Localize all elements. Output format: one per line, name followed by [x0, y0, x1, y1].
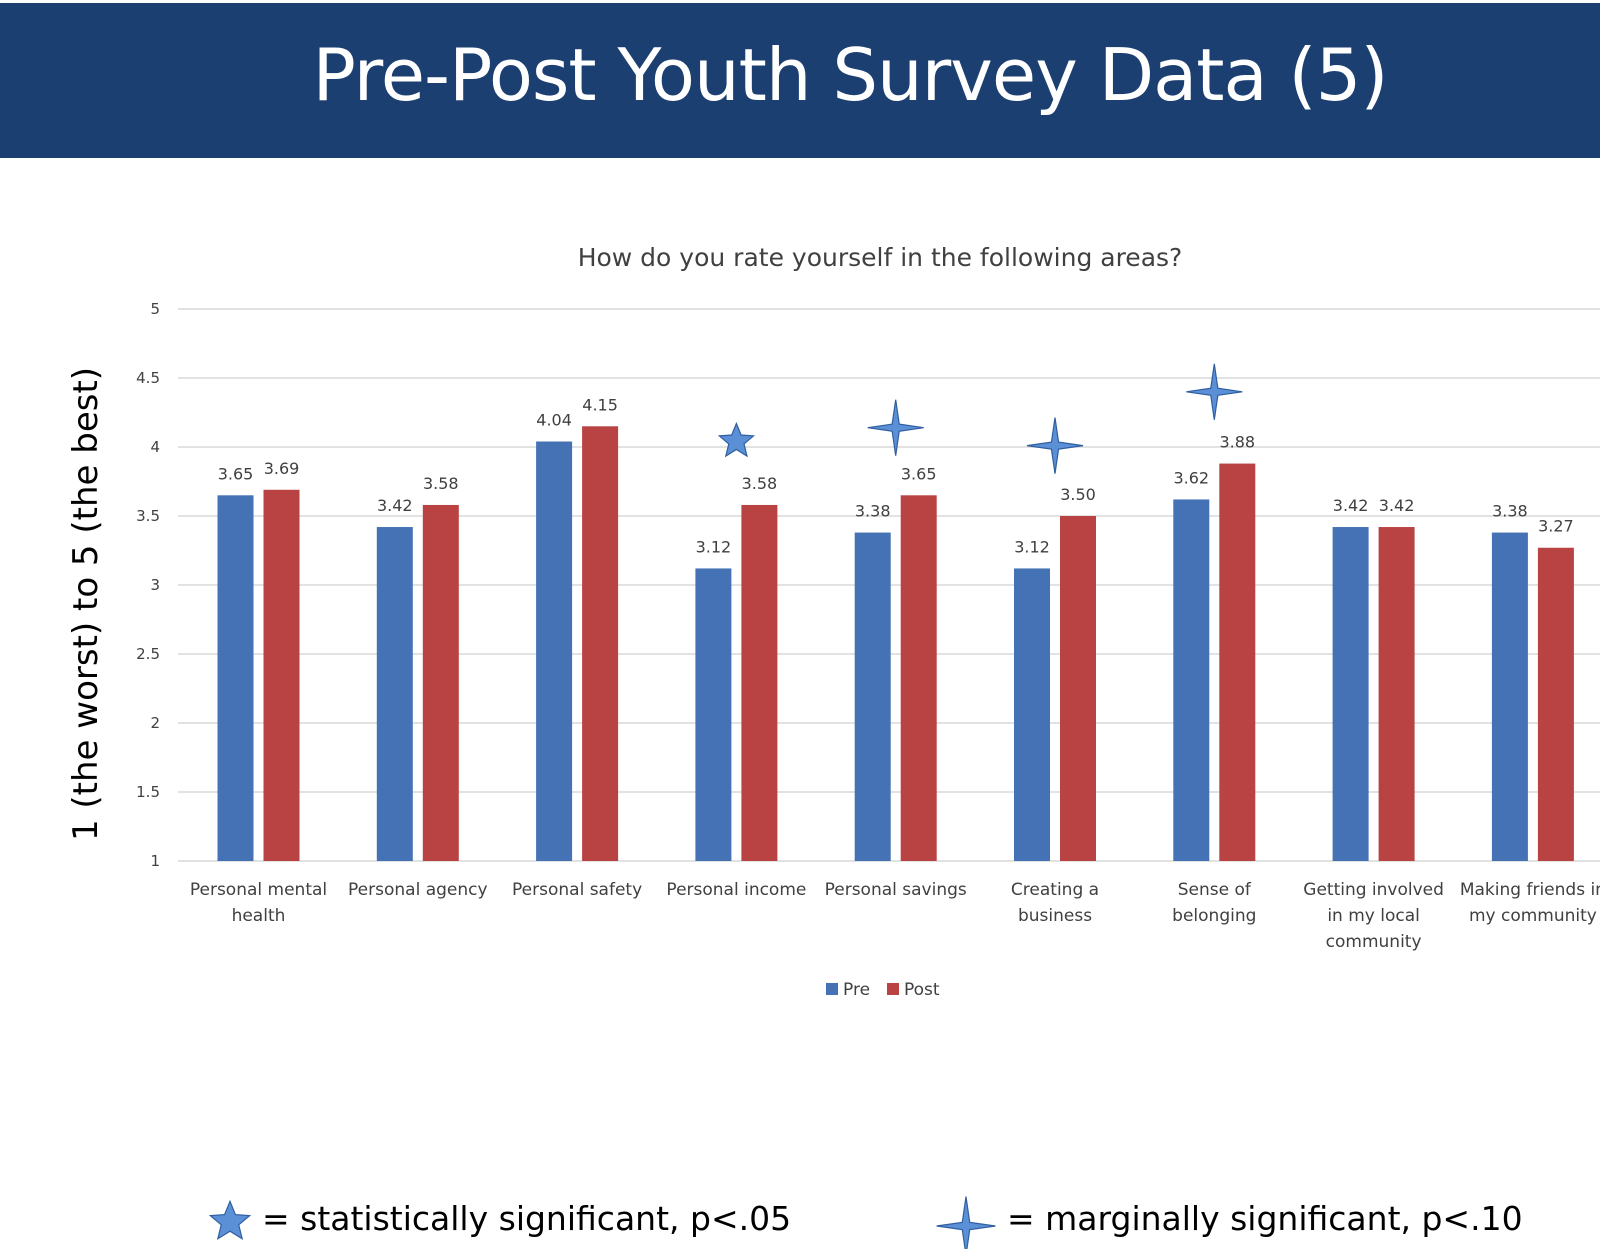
- four-point-star-icon: [1026, 417, 1084, 474]
- data-label: 4.15: [582, 395, 618, 414]
- y-tick-label: 3.5: [136, 507, 160, 525]
- data-label: 3.62: [1173, 468, 1209, 487]
- pre-bar: [1173, 499, 1210, 861]
- data-label: 4.04: [536, 410, 572, 429]
- data-label: 3.65: [218, 464, 254, 483]
- category-label-line: Making friends in: [1460, 880, 1600, 900]
- significance-markers: [717, 363, 1243, 474]
- pre-bar: [1491, 532, 1528, 861]
- category-label-line: Sense of: [1178, 880, 1252, 900]
- category-label-line: Creating a: [1011, 880, 1099, 900]
- post-bar: [422, 504, 459, 861]
- five-point-star-icon: [717, 421, 756, 458]
- four-point-star-icon: [867, 399, 924, 456]
- category-label-line: Personal mental: [190, 880, 327, 900]
- post-bar: [900, 495, 937, 861]
- post-bar: [1219, 463, 1256, 861]
- data-label: 3.12: [1014, 537, 1050, 556]
- y-tick-label: 5: [150, 300, 160, 318]
- slide-header: Pre-Post Youth Survey Data (5): [0, 3, 1600, 158]
- y-tick-label: 2: [150, 714, 160, 732]
- category-label-line: business: [1018, 906, 1092, 926]
- category-label: Making friends in my community: [1460, 880, 1600, 926]
- data-label: 3.42: [1333, 496, 1369, 515]
- post-bar: [1537, 547, 1574, 861]
- category-label-line: Personal agency: [348, 880, 488, 900]
- y-tick-label: 4: [150, 438, 160, 456]
- data-label: 3.69: [264, 459, 300, 478]
- data-label: 3.12: [696, 537, 732, 556]
- category-label-line: in my local: [1327, 906, 1420, 926]
- y-tick-label: 2.5: [136, 645, 160, 663]
- significance-key: = statistically significant, p<.05 = mar…: [208, 1196, 1523, 1249]
- data-labels: 3.65 3.42 4.04 3.12 3.38 3.12 3.62 3.42 3.38 3.69…: [218, 395, 1574, 556]
- post-bar: [1378, 527, 1415, 861]
- data-label: 3.65: [901, 464, 937, 483]
- legend-swatch-post: [887, 983, 899, 995]
- category-label-line: Personal income: [666, 880, 806, 900]
- data-label: 3.38: [855, 502, 891, 521]
- category-label-line: Personal safety: [512, 880, 642, 900]
- data-label: 3.58: [742, 474, 778, 493]
- marginal-key-text: = marginally significant, p<.10: [1007, 1199, 1523, 1238]
- data-label: 3.50: [1060, 485, 1096, 504]
- post-bar: [263, 489, 300, 861]
- four-point-star-icon: [936, 1196, 996, 1249]
- data-label: 3.42: [377, 496, 413, 515]
- pre-bar: [854, 532, 891, 861]
- category-labels: Personal mental health Personal agency Pers…: [190, 880, 1600, 952]
- data-label: 3.88: [1219, 433, 1255, 452]
- category-label: Personal income: [666, 880, 806, 900]
- post-bar: [582, 426, 619, 861]
- category-label: Personal mental health: [190, 880, 327, 926]
- bars: [217, 426, 1574, 861]
- category-label-line: Getting involved: [1303, 880, 1444, 900]
- category-label-line: Personal savings: [825, 880, 967, 900]
- y-tick-label: 1: [150, 852, 160, 870]
- five-point-star-icon: [208, 1199, 252, 1241]
- category-label-line: community: [1326, 932, 1422, 952]
- legend-swatch-pre: [826, 983, 838, 995]
- pre-bar: [217, 495, 254, 861]
- category-label-line: health: [232, 906, 286, 926]
- category-label: Sense of belonging: [1172, 880, 1256, 926]
- pre-bar: [536, 441, 573, 861]
- data-label: 3.38: [1492, 502, 1528, 521]
- four-point-star-icon: [1186, 363, 1243, 420]
- data-label: 3.27: [1538, 517, 1574, 536]
- y-axis-ticks: 1 1.5 2 2.5 3 3.5 4 4.5 5: [136, 300, 160, 870]
- y-tick-label: 3: [150, 576, 160, 594]
- category-label: Creating a business: [1011, 880, 1099, 926]
- y-axis-title: 1 (the worst) to 5 (the best): [66, 367, 106, 841]
- chart-title: How do you rate yourself in the followin…: [578, 243, 1183, 272]
- category-label: Getting involved in my local community: [1303, 880, 1444, 952]
- y-tick-label: 1.5: [136, 783, 160, 801]
- category-label: Personal agency: [348, 880, 488, 900]
- data-label: 3.58: [423, 474, 459, 493]
- category-label-line: belonging: [1172, 906, 1256, 926]
- post-bar: [741, 504, 778, 861]
- category-label-line: my community: [1469, 906, 1597, 926]
- category-label: Personal savings: [825, 880, 967, 900]
- category-label: Personal safety: [512, 880, 642, 900]
- legend-label: Pre: [843, 980, 870, 1000]
- slide-title: Pre-Post Youth Survey Data (5): [312, 33, 1389, 117]
- post-bar: [1060, 516, 1096, 861]
- pre-bar: [695, 568, 732, 861]
- legend-label: Post: [904, 980, 940, 1000]
- pre-bar: [1332, 527, 1369, 861]
- y-tick-label: 4.5: [136, 369, 160, 387]
- pre-bar: [376, 527, 413, 861]
- legend: Pre Post: [826, 980, 940, 1000]
- pre-bar: [1014, 568, 1050, 861]
- data-label: 3.42: [1379, 496, 1415, 515]
- significant-key-text: = statistically significant, p<.05: [262, 1199, 791, 1238]
